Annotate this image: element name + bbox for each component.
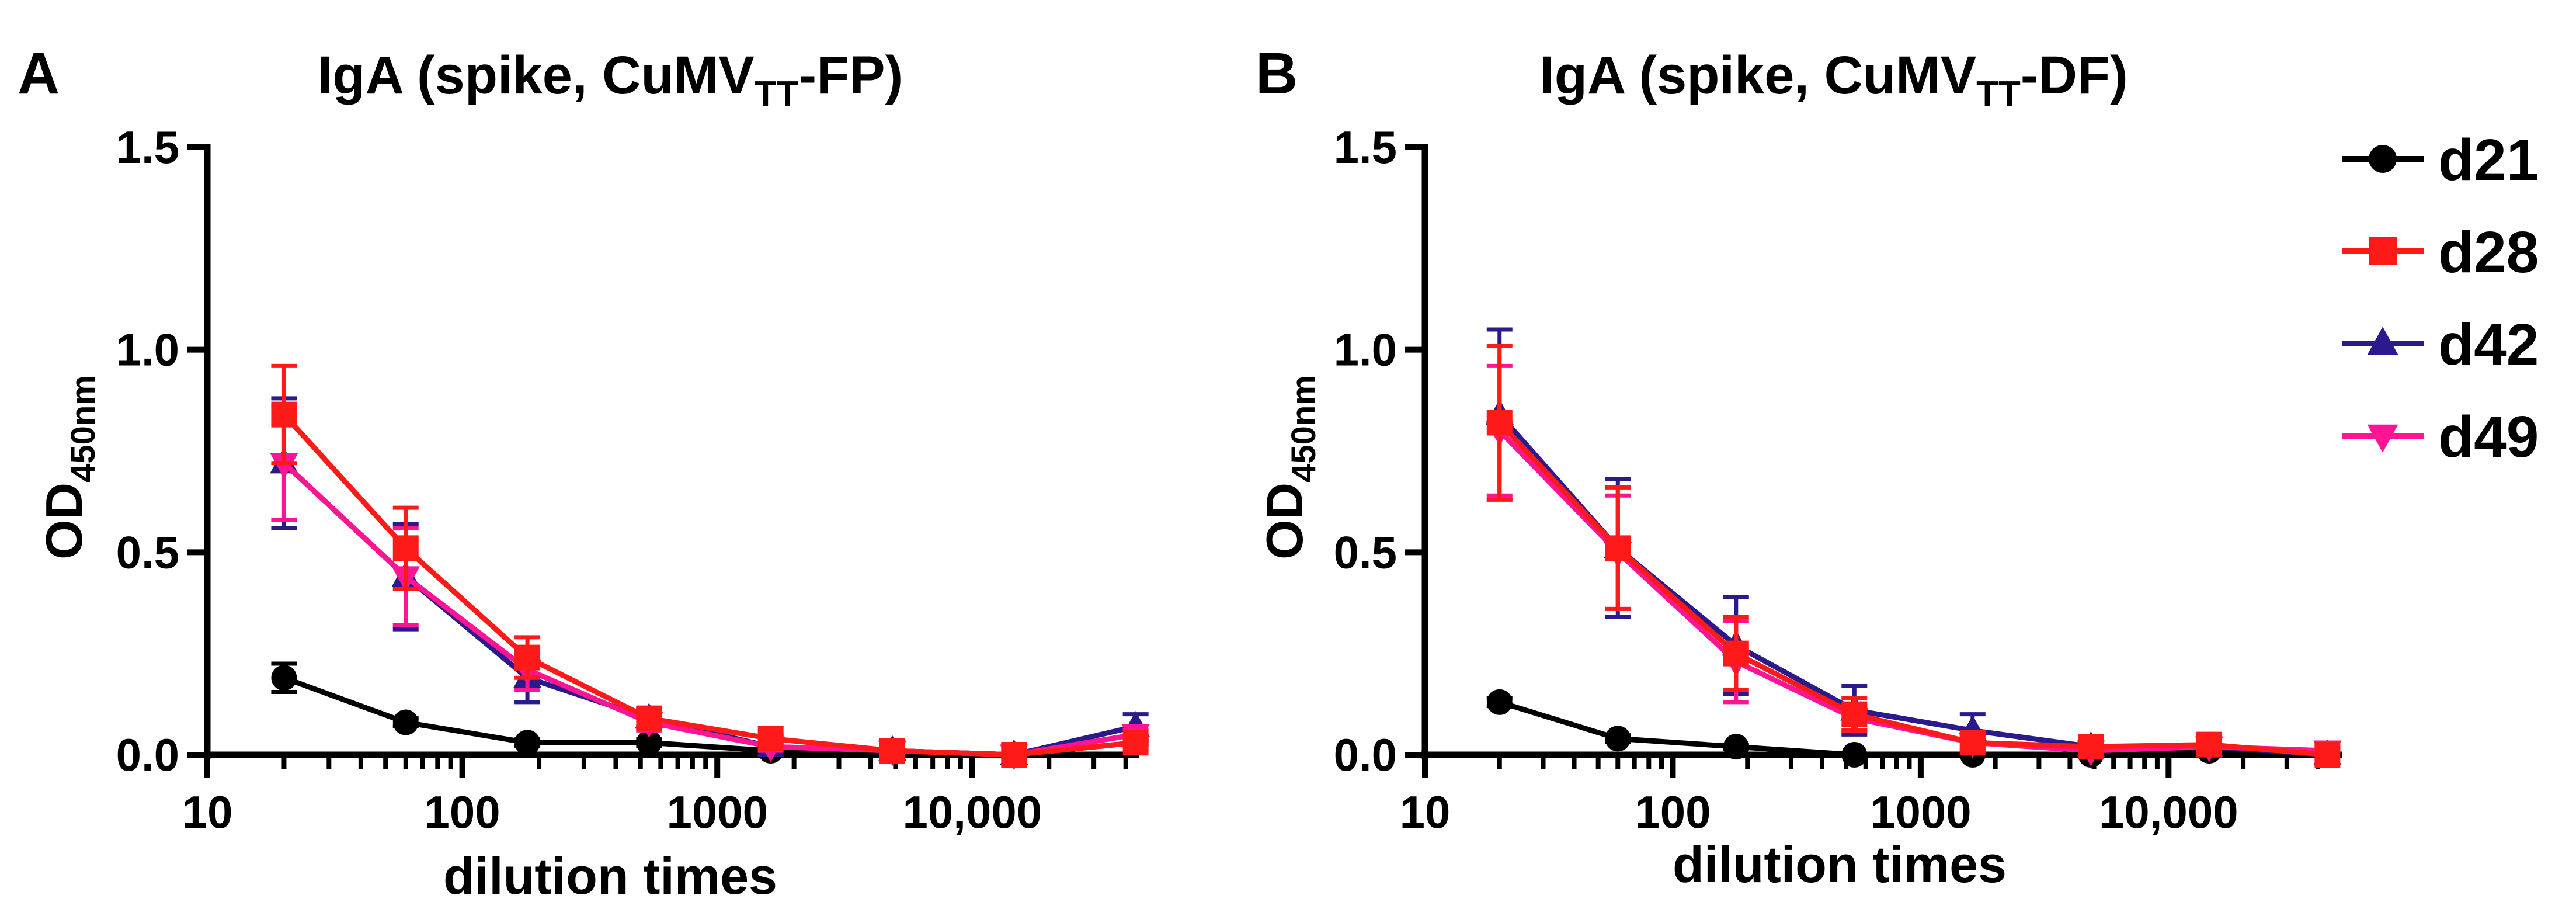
y-tick-label: 1.0 — [1334, 324, 1397, 376]
y-tick-label: 0.0 — [116, 729, 179, 780]
title-main: IgA (spike, CuMV — [318, 46, 755, 105]
x-tick-label: 10,000 — [903, 786, 1042, 838]
x-tick-label: 10 — [182, 786, 233, 838]
y-label-subscript: 450nm — [64, 375, 102, 483]
legend-marker — [2369, 237, 2397, 265]
title-main: IgA (spike, CuMV — [1539, 46, 1976, 105]
x-tick-label: 1000 — [1870, 786, 1972, 838]
data-point — [636, 730, 662, 756]
legend: d21 d28 d42 d49 — [2342, 127, 2539, 470]
y-tick-label: 1.5 — [116, 122, 179, 173]
y-axis-label: OD450nm — [35, 375, 102, 560]
series-line-d42 — [1497, 412, 2328, 758]
plot-area: 0.0 0.5 1.0 1.5 10 100 1000 10,000 — [116, 122, 1150, 838]
series-line-d21 — [1499, 699, 2328, 758]
data-point — [514, 644, 541, 671]
y-axis-label: OD450nm — [1256, 375, 1323, 560]
data-point — [271, 665, 297, 691]
panel-letter: B — [1256, 41, 1298, 106]
data-point — [1841, 701, 1868, 727]
legend-label: d21 — [2438, 127, 2539, 193]
legend-marker — [2367, 327, 2398, 355]
legend-marker — [2369, 145, 2397, 173]
data-point — [757, 726, 784, 752]
legend-label: d42 — [2438, 312, 2539, 377]
legend-item-d49: d49 — [2342, 404, 2539, 470]
legend-label: d28 — [2438, 220, 2539, 285]
data-point — [1605, 726, 1631, 752]
data-point — [270, 453, 298, 479]
y-tick-label: 0.5 — [1334, 526, 1397, 578]
x-axis-label: dilution times — [443, 847, 777, 905]
panel-letter: A — [18, 41, 60, 106]
legend-marker — [2367, 424, 2398, 453]
series-d28 — [271, 363, 1149, 768]
panel-b: B IgA (spike, CuMVTT-DF) OD450nm dilutio… — [1256, 41, 2342, 893]
legend-item-d28: d28 — [2342, 220, 2539, 285]
chart-title: IgA (spike, CuMVTT-FP) — [318, 46, 903, 115]
data-point — [1486, 689, 1513, 715]
data-point — [2078, 734, 2104, 760]
data-point — [1605, 535, 1631, 561]
x-tick-label: 100 — [425, 786, 500, 838]
legend-label: d49 — [2438, 404, 2539, 470]
data-point — [1841, 742, 1868, 768]
data-point — [392, 535, 419, 561]
data-point — [1001, 742, 1027, 768]
legend-item-d21: d21 — [2342, 127, 2539, 193]
y-tick-label: 1.0 — [116, 324, 179, 376]
y-tick-label: 0.5 — [116, 526, 179, 578]
x-tick-label: 10 — [1400, 786, 1451, 838]
title-end: -DF) — [2021, 46, 2128, 105]
x-tick-label: 1000 — [666, 786, 768, 838]
y-tick-label: 0.0 — [1334, 729, 1397, 780]
title-subscript: TT — [1976, 74, 2021, 115]
y-tick-label: 1.5 — [1334, 122, 1397, 173]
plot-area: 0.0 0.5 1.0 1.5 10 100 1000 10,000 — [1334, 122, 2342, 838]
series-line-d28 — [282, 412, 1136, 758]
data-point — [271, 401, 297, 428]
data-point — [1486, 410, 1513, 436]
chart-title: IgA (spike, CuMVTT-DF) — [1539, 46, 2128, 115]
data-point — [514, 730, 541, 756]
title-subscript: TT — [755, 74, 799, 115]
y-label-main: OD — [35, 483, 93, 560]
data-point — [1959, 730, 1986, 756]
x-axis-label: dilution times — [1673, 835, 2007, 893]
data-point — [2196, 731, 2222, 758]
y-label-main: OD — [1256, 483, 1313, 560]
data-point — [636, 705, 662, 731]
series-d28 — [1486, 344, 2341, 768]
series-line-d28 — [1497, 421, 2328, 758]
x-tick-label: 10,000 — [2099, 786, 2238, 838]
legend-item-d42: d42 — [2342, 312, 2539, 377]
data-point — [879, 738, 905, 764]
data-point — [392, 709, 419, 735]
data-point — [1122, 730, 1149, 756]
panel-a: A IgA (spike, CuMVTT-FP) OD450nm dilutio… — [18, 41, 1150, 905]
y-label-subscript: 450nm — [1285, 375, 1323, 483]
data-point — [1723, 734, 1749, 760]
title-end: -FP) — [798, 46, 903, 105]
series-d49 — [1485, 363, 2342, 766]
data-point — [1723, 640, 1749, 667]
data-point — [2314, 742, 2341, 768]
x-tick-label: 100 — [1635, 786, 1711, 838]
